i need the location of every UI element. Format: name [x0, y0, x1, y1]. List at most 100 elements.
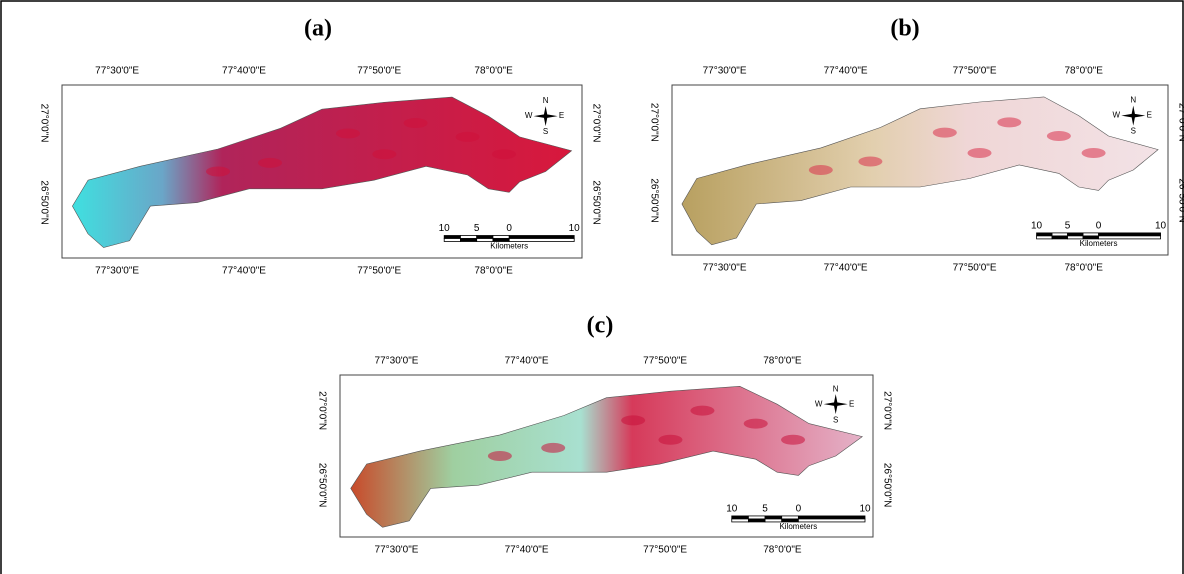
left-coordinate: 27°0'0"N [316, 391, 327, 430]
scale-segment [1052, 233, 1068, 236]
compass-w: W [1112, 111, 1120, 120]
land-patch [336, 128, 360, 138]
left-coordinate: 26°50'0"N [648, 178, 659, 223]
compass-e: E [559, 111, 564, 120]
right-coordinate: 27°0'0"N [881, 391, 892, 430]
top-coordinate: 77°30'0"E [375, 356, 419, 367]
bottom-coordinate: 78°0'0"E [1064, 263, 1103, 274]
scale-label: 10 [859, 504, 871, 515]
right-coordinate: 26°50'0"N [1176, 178, 1184, 223]
scale-label: 5 [762, 504, 768, 515]
scale-label: 10 [1155, 221, 1167, 232]
left-coordinate: 27°0'0"N [38, 104, 49, 143]
district-map [72, 97, 571, 248]
right-coordinate: 27°0'0"N [590, 104, 601, 143]
top-coordinate: 77°30'0"E [95, 66, 139, 77]
scale-segment [798, 516, 865, 519]
compass-rose [824, 394, 848, 414]
right-coordinate: 26°50'0"N [881, 463, 892, 508]
district-map [351, 386, 863, 527]
land-patch [809, 165, 833, 175]
top-coordinate: 77°40'0"E [505, 356, 549, 367]
district-map [682, 97, 1158, 245]
scale-label: 0 [1096, 221, 1102, 232]
compass-rose [1121, 106, 1145, 126]
bottom-coordinate: 77°40'0"E [824, 263, 868, 274]
bottom-coordinate: 77°50'0"E [953, 263, 997, 274]
scale-segment [477, 236, 493, 239]
compass-n: N [833, 384, 839, 393]
scale-segment [460, 239, 476, 242]
scale-segment [748, 516, 765, 519]
compass-w: W [815, 399, 823, 408]
scale-label: 5 [474, 223, 480, 234]
top-coordinate: 77°50'0"E [953, 66, 997, 77]
scale-segment [1037, 236, 1053, 239]
bottom-coordinate: 78°0'0"E [474, 266, 513, 277]
land-patch [404, 118, 428, 128]
land-patch [1047, 131, 1071, 141]
right-coordinate: 27°0'0"N [1176, 103, 1184, 142]
top-coordinate: 78°0'0"E [474, 66, 513, 77]
panel-label: (b) [890, 16, 919, 42]
top-coordinate: 77°50'0"E [643, 356, 687, 367]
land-patch [456, 132, 480, 142]
land-patch [258, 158, 282, 168]
top-coordinate: 77°50'0"E [357, 66, 401, 77]
scale-label: 10 [1031, 221, 1043, 232]
right-coordinate: 26°50'0"N [590, 180, 601, 225]
land-patch [690, 406, 714, 416]
left-coordinate: 26°50'0"N [316, 463, 327, 508]
compass-w: W [525, 111, 533, 120]
scale-segment [1068, 233, 1084, 236]
scale-label: 10 [439, 223, 451, 234]
scale-label: 0 [796, 504, 802, 515]
scale-segment [1052, 236, 1068, 239]
bottom-coordinate: 77°50'0"E [643, 545, 687, 556]
left-coordinate: 27°0'0"N [648, 103, 659, 142]
land-patch [858, 157, 882, 167]
land-patch [997, 117, 1021, 127]
scale-segment [782, 516, 799, 519]
top-coordinate: 78°0'0"E [1064, 66, 1103, 77]
bottom-coordinate: 77°30'0"E [703, 263, 747, 274]
scale-unit: Kilometers [779, 522, 817, 531]
land-patch [1082, 148, 1106, 158]
top-coordinate: 77°30'0"E [703, 66, 747, 77]
land-patch [781, 435, 805, 445]
compass-e: E [849, 399, 854, 408]
compass-s: S [833, 415, 838, 424]
bottom-coordinate: 77°30'0"E [95, 266, 139, 277]
bottom-coordinate: 78°0'0"E [763, 545, 802, 556]
land-patch [541, 443, 565, 453]
scale-segment [765, 516, 782, 519]
bottom-coordinate: 77°30'0"E [375, 545, 419, 556]
land-patch [206, 167, 230, 177]
scale-segment [748, 519, 765, 522]
bottom-coordinate: 77°40'0"E [222, 266, 266, 277]
figure-border [1, 1, 1183, 574]
compass-n: N [543, 96, 549, 105]
figure: (a)77°30'0"E77°30'0"E77°40'0"E77°40'0"E7… [0, 0, 1184, 574]
scale-segment [460, 236, 476, 239]
land-patch [933, 128, 957, 138]
bottom-coordinate: 77°50'0"E [357, 266, 401, 277]
scale-segment [493, 236, 509, 239]
panel-label: (c) [587, 313, 614, 339]
scale-segment [732, 519, 749, 522]
scale-segment [444, 239, 460, 242]
scale-label: 0 [506, 223, 512, 234]
scale-segment [444, 236, 460, 239]
compass-rose [534, 106, 558, 126]
compass-n: N [1130, 96, 1136, 105]
scale-segment [509, 236, 574, 239]
top-coordinate: 78°0'0"E [763, 356, 802, 367]
scale-segment [1099, 233, 1161, 236]
bottom-coordinate: 77°40'0"E [505, 545, 549, 556]
land-patch [372, 149, 396, 159]
scale-label: 10 [569, 223, 581, 234]
scale-segment [1083, 233, 1099, 236]
land-patch [488, 451, 512, 461]
top-coordinate: 77°40'0"E [824, 66, 868, 77]
compass-s: S [1131, 127, 1136, 136]
